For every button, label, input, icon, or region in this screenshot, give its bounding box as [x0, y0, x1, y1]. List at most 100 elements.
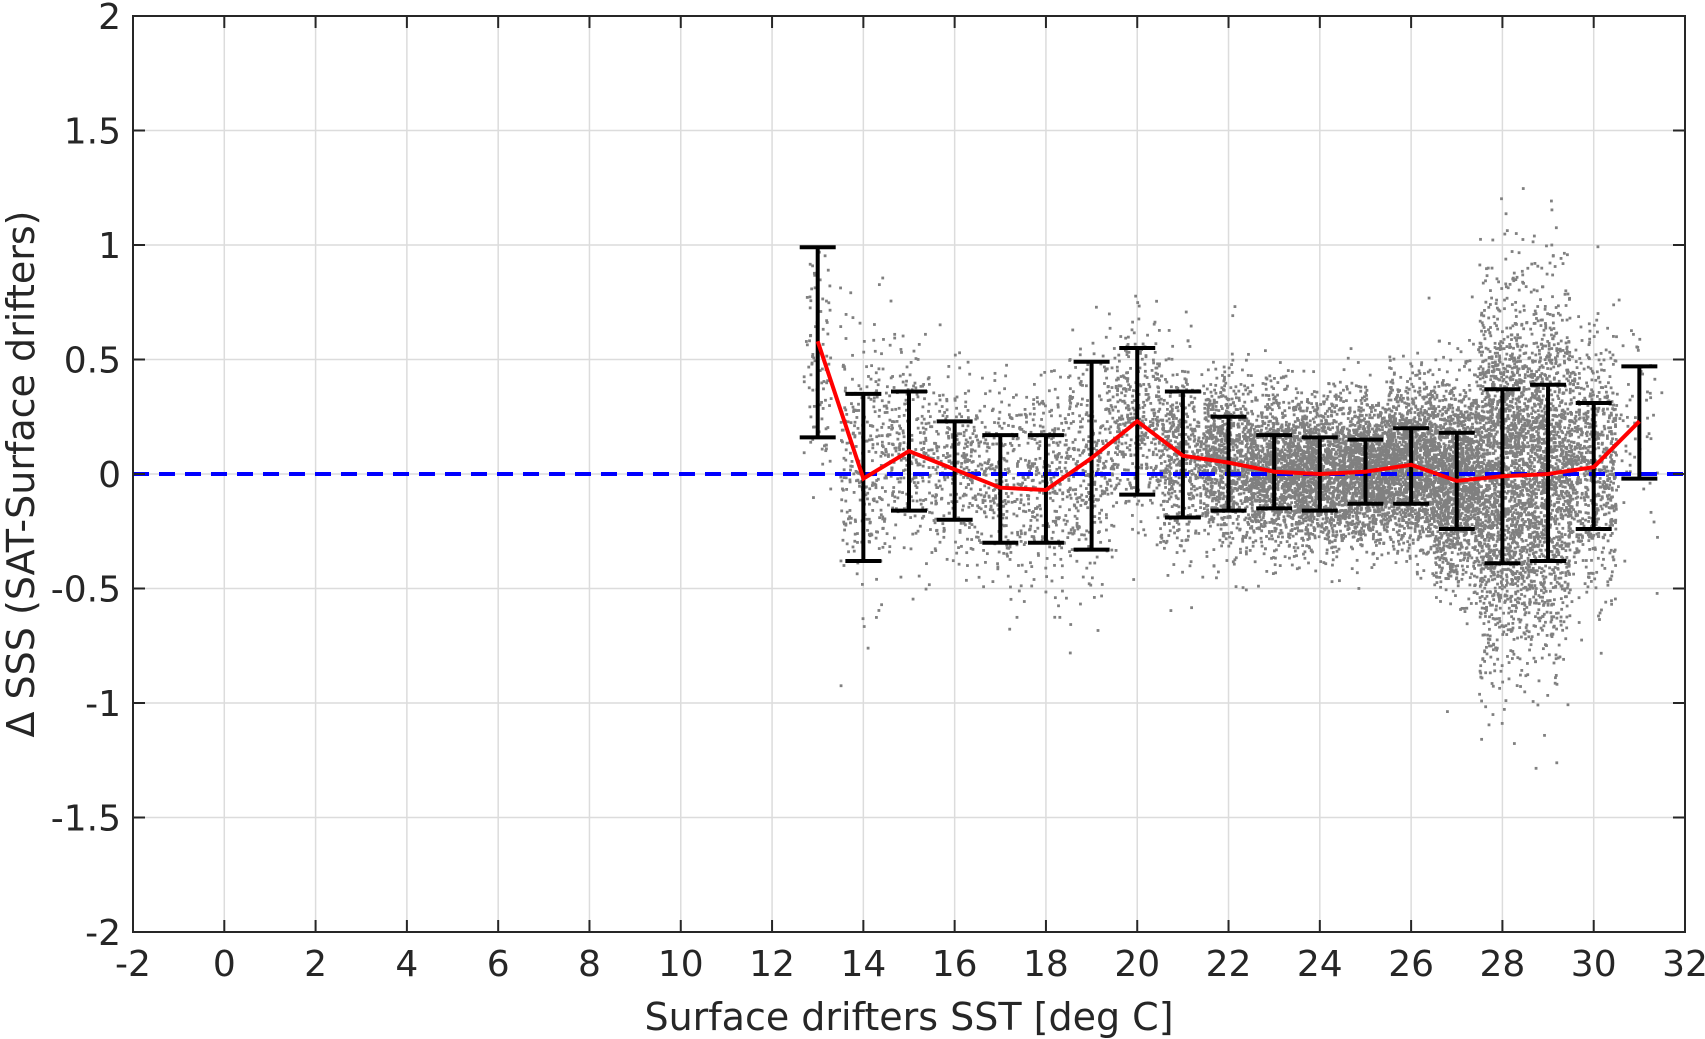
scatter-point [897, 406, 901, 410]
scatter-point [1226, 406, 1229, 409]
scatter-point [1338, 460, 1342, 464]
scatter-point [1181, 369, 1184, 373]
scatter-point [1282, 488, 1286, 492]
scatter-point [1067, 446, 1071, 450]
scatter-point [959, 465, 963, 469]
scatter-point [1241, 392, 1245, 396]
scatter-point [1278, 564, 1282, 567]
scatter-point [1020, 563, 1024, 567]
scatter-point [968, 372, 972, 376]
scatter-point [885, 406, 889, 410]
scatter-point [1144, 389, 1148, 393]
scatter-point [924, 498, 928, 501]
scatter-point [1159, 418, 1163, 422]
scatter-point [958, 412, 962, 416]
scatter-point [1230, 371, 1234, 374]
scatter-point [875, 577, 878, 581]
scatter-point [1146, 436, 1150, 439]
scatter-point [1021, 481, 1025, 485]
scatter-point [944, 417, 948, 421]
scatter-point [1003, 458, 1007, 462]
scatter-point [1182, 549, 1186, 553]
scatter-point [1168, 462, 1172, 466]
scatter-point [1291, 461, 1295, 464]
scatter-point [924, 427, 928, 431]
scatter-point [1274, 430, 1278, 434]
scatter-point [1290, 427, 1294, 431]
scatter-point [1031, 515, 1035, 518]
scatter-point [1283, 457, 1287, 461]
scatter-point [1097, 517, 1101, 520]
scatter-point [968, 502, 972, 505]
scatter-point [1253, 433, 1257, 437]
scatter-point [1116, 444, 1120, 448]
scatter-point [1260, 529, 1264, 533]
scatter-point [887, 455, 890, 458]
scatter-point [1143, 533, 1147, 537]
scatter-point [1261, 436, 1265, 440]
scatter-point [1074, 488, 1078, 491]
scatter-point [945, 557, 949, 561]
scatter-point [1286, 502, 1290, 506]
scatter-point [1169, 458, 1173, 461]
scatter-point [1100, 474, 1104, 478]
scatter-point [1126, 379, 1129, 383]
scatter-point [1152, 411, 1156, 415]
scatter-point [1221, 374, 1224, 377]
scatter-point [1146, 397, 1150, 401]
scatter-point [1220, 405, 1223, 408]
scatter-point [1157, 364, 1161, 368]
scatter-point [1056, 453, 1060, 457]
scatter-point [1117, 440, 1121, 444]
scatter-point [1282, 429, 1285, 433]
scatter-point [1196, 439, 1200, 443]
scatter-point [1212, 493, 1216, 497]
scatter-point [839, 286, 842, 290]
scatter-point [1224, 451, 1227, 455]
scatter-point [1184, 432, 1188, 436]
scatter-point [934, 402, 938, 406]
scatter-point [1141, 406, 1145, 409]
scatter-point [1063, 466, 1067, 470]
scatter-point [1097, 454, 1101, 458]
scatter-point [1119, 335, 1123, 338]
scatter-point [1056, 405, 1060, 409]
scatter-point [1068, 488, 1072, 491]
scatter-point [1105, 486, 1108, 490]
scatter-point [1232, 562, 1236, 566]
scatter-point [1162, 423, 1165, 427]
scatter-point [1216, 498, 1220, 502]
scatter-point [1060, 564, 1064, 568]
scatter-point [938, 484, 942, 488]
scatter-point [1079, 602, 1082, 606]
scatter-point [1241, 482, 1245, 486]
scatter-point [910, 495, 913, 499]
scatter-point [864, 485, 867, 489]
scatter-point [992, 436, 996, 440]
scatter-point [1254, 398, 1258, 402]
scatter-point [1264, 521, 1268, 525]
scatter-point [802, 375, 806, 379]
scatter-point [1131, 462, 1135, 465]
scatter-point [1203, 411, 1207, 415]
scatter-point [1127, 350, 1131, 354]
scatter-point [927, 583, 931, 587]
scatter-point [1230, 423, 1234, 427]
scatter-point [966, 440, 970, 444]
scatter-point [1268, 374, 1272, 378]
scatter-point [1272, 513, 1276, 517]
scatter-point [1078, 353, 1082, 357]
scatter-point [1280, 531, 1284, 535]
scatter-point [877, 367, 881, 371]
scatter-point [1285, 459, 1288, 463]
scatter-point [1033, 462, 1037, 466]
scatter-point [858, 484, 861, 488]
scatter-point [1291, 480, 1294, 484]
scatter-point [1245, 476, 1249, 480]
scatter-point [953, 353, 957, 357]
scatter-point [1205, 430, 1209, 434]
scatter-point [1101, 424, 1105, 428]
scatter-point [1231, 445, 1235, 449]
scatter-point [951, 443, 955, 447]
scatter-point [1149, 466, 1153, 469]
